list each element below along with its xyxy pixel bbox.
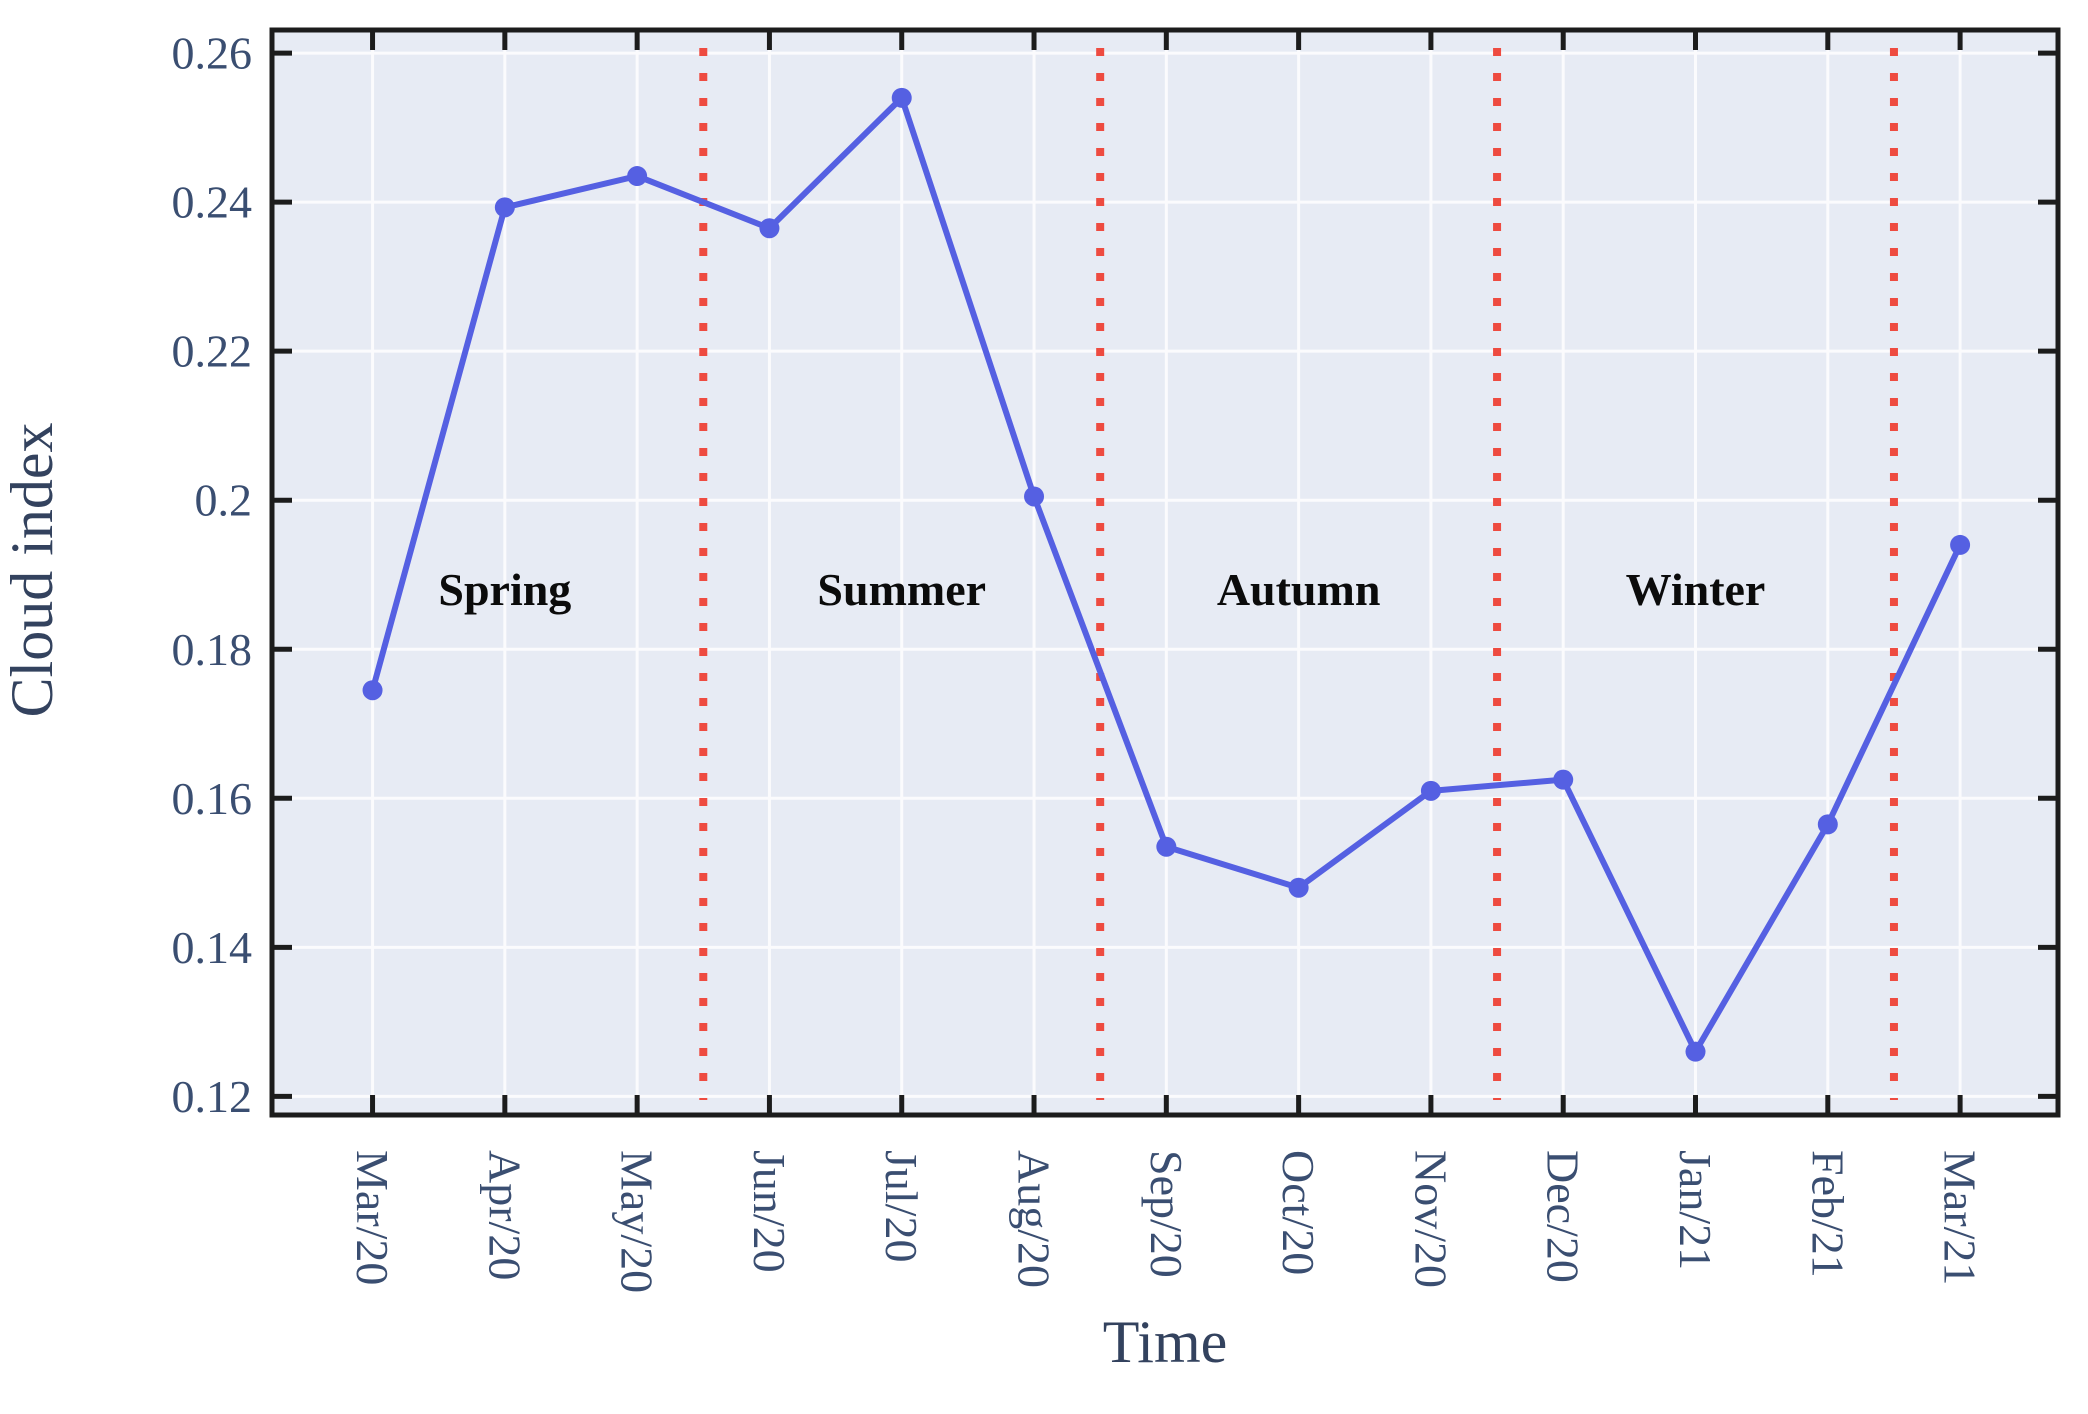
x-tick-label: Feb/21 — [1802, 1150, 1853, 1278]
cloud-index-series — [362, 87, 1971, 1062]
y-tick-label: 0.16 — [172, 773, 253, 824]
x-tick-label: Mar/20 — [347, 1150, 398, 1285]
x-tick-labels: Mar/20 Apr/20 May/20 Jun/20 Jul/20 Aug/20 Sep/… — [347, 1150, 1986, 1293]
data-point-Apr/20 — [494, 197, 515, 218]
y-tick-label: 0.18 — [172, 624, 253, 675]
x-tick-label: May/20 — [612, 1150, 663, 1293]
x-tick-label: Dec/20 — [1538, 1150, 1589, 1283]
x-tick-label: Nov/20 — [1405, 1150, 1456, 1288]
season-label-spring: Spring — [438, 564, 571, 615]
y-axis-label: Cloud index — [0, 423, 65, 718]
y-tick-label: 0.26 — [172, 28, 253, 79]
data-point-Dec/20 — [1553, 769, 1574, 790]
x-axis-label: Time — [1103, 1309, 1228, 1375]
data-point-Oct/20 — [1288, 877, 1309, 898]
y-tick-label: 0.14 — [172, 922, 253, 973]
y-tick-label: 0.22 — [172, 326, 253, 377]
y-tick-labels: 0.12 0.14 0.16 0.18 0.2 0.22 0.24 0.26 — [172, 28, 253, 1122]
y-tick-label: 0.2 — [195, 475, 253, 526]
x-tick-label: Jan/21 — [1670, 1150, 1721, 1270]
x-tick-label: Aug/20 — [1009, 1150, 1060, 1288]
y-tick-label: 0.12 — [172, 1071, 253, 1122]
x-tick-label: Apr/20 — [479, 1150, 530, 1280]
data-point-Mar/20 — [362, 680, 383, 701]
season-label-autumn: Autumn — [1217, 564, 1381, 615]
data-point-Sep/20 — [1156, 836, 1177, 857]
data-point-Aug/20 — [1024, 486, 1045, 507]
season-boundary-lines — [699, 48, 1898, 1100]
data-point-Jul/20 — [891, 87, 912, 108]
x-tick-label: Jul/20 — [876, 1150, 927, 1262]
x-tick-label: Oct/20 — [1273, 1150, 1324, 1275]
data-point-Feb/21 — [1817, 814, 1838, 835]
gridlines — [272, 30, 2058, 1115]
season-label-summer: Summer — [817, 564, 986, 615]
x-tick-label: Mar/21 — [1935, 1150, 1986, 1285]
x-tick-label: Jun/20 — [744, 1150, 795, 1273]
x-tick-label: Sep/20 — [1141, 1150, 1192, 1278]
data-point-Jun/20 — [759, 218, 780, 239]
data-point-Nov/20 — [1420, 780, 1441, 801]
data-point-Jan/21 — [1685, 1041, 1706, 1062]
y-tick-label: 0.24 — [172, 177, 253, 228]
tick-marks — [272, 30, 2058, 1115]
season-label-winter: Winter — [1626, 564, 1766, 615]
data-point-Mar/21 — [1950, 534, 1971, 555]
data-point-May/20 — [627, 166, 648, 187]
season-annotations: Spring Summer Autumn Winter — [438, 564, 1765, 615]
